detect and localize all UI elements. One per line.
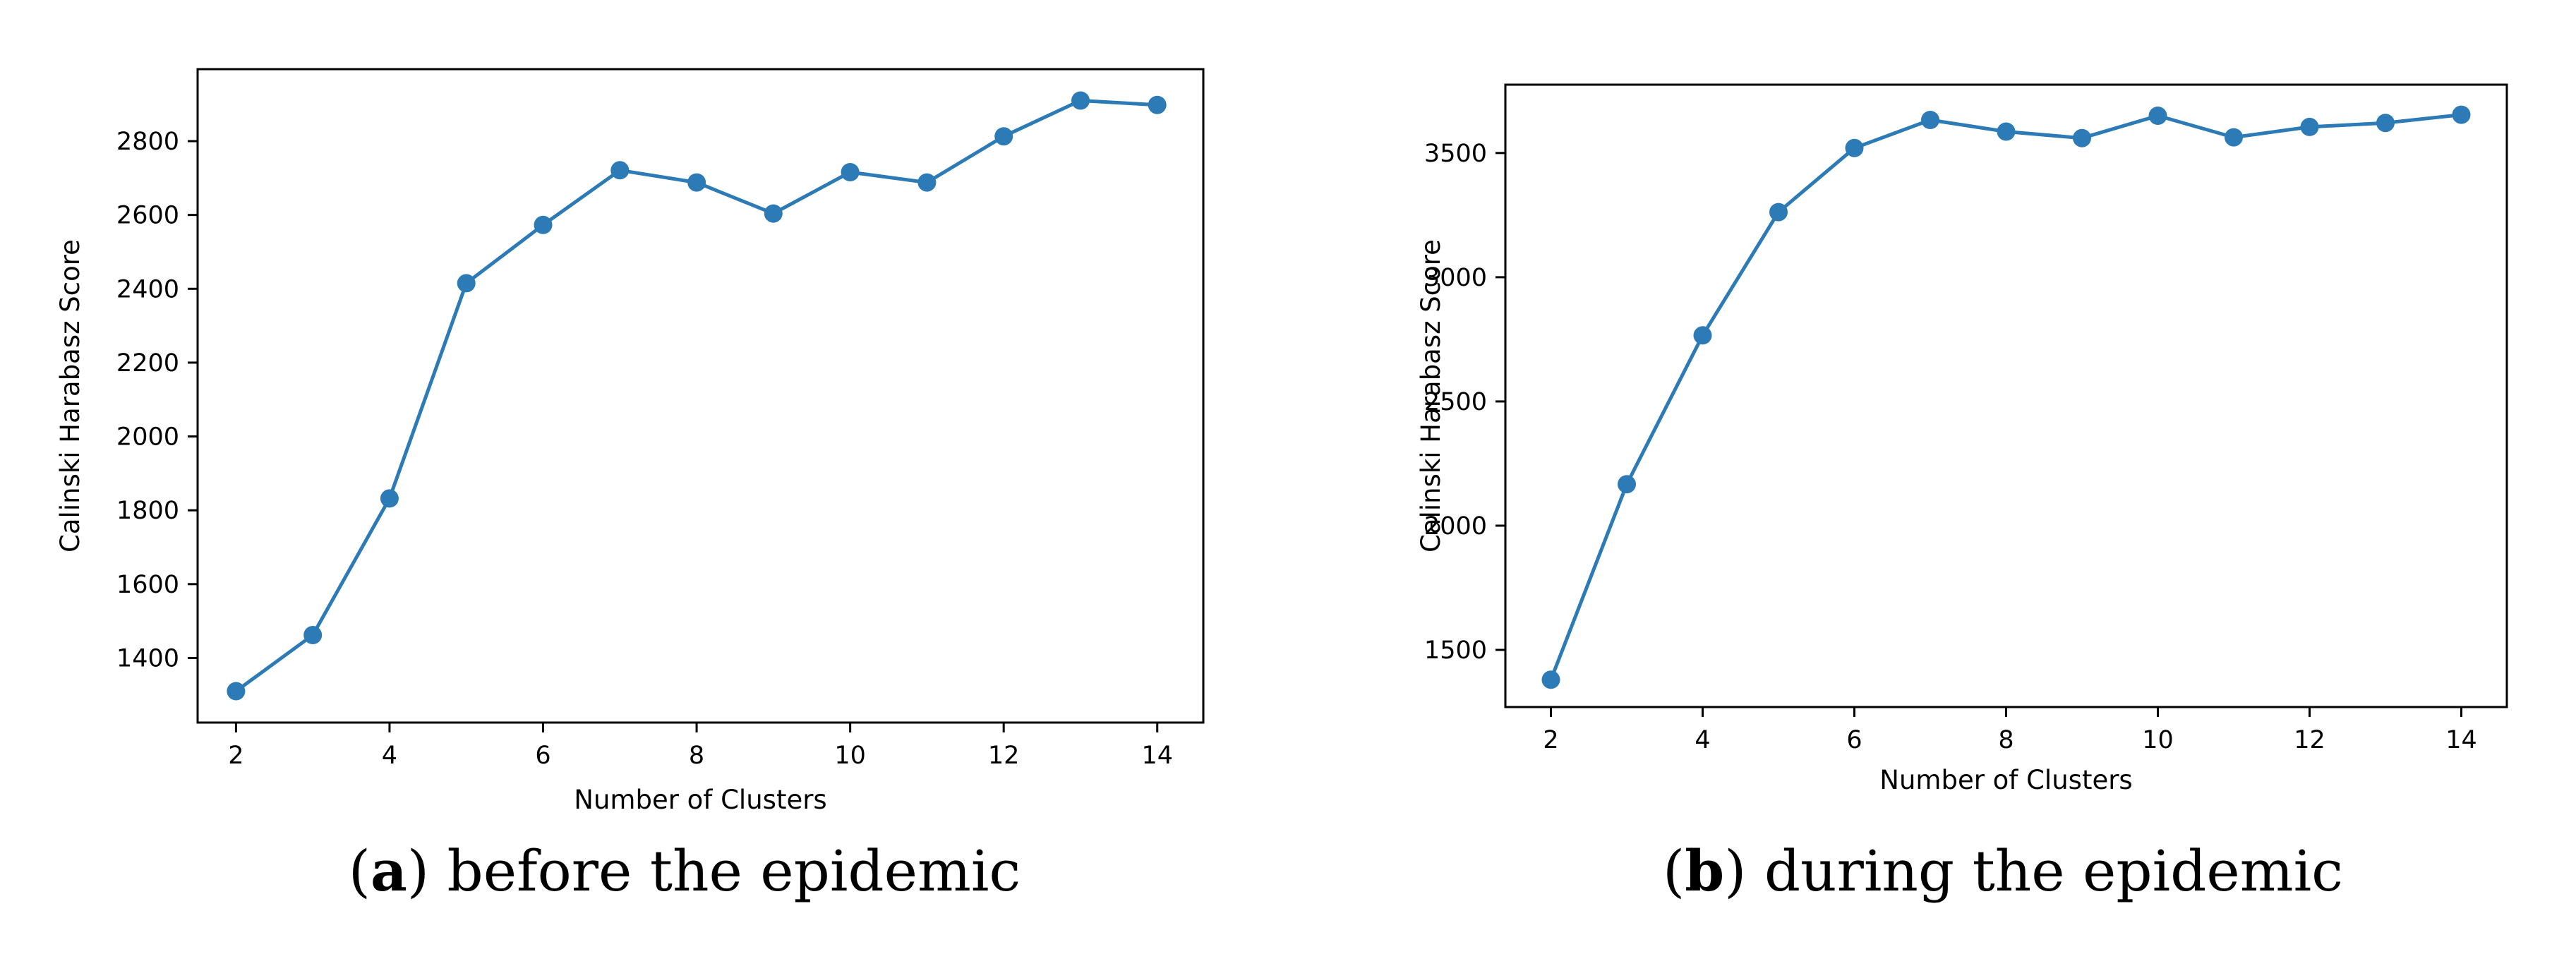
caption-a-open: ( — [349, 838, 371, 904]
data-point — [2376, 114, 2395, 133]
caption-b-close: ) — [1724, 838, 1746, 904]
data-point — [2300, 117, 2319, 136]
data-point — [2225, 128, 2243, 147]
data-point — [841, 163, 860, 181]
x-tick-label: 4 — [1695, 726, 1710, 754]
x-tick-label: 12 — [988, 742, 1020, 770]
chart-panel-b: 2 4 6 8 10 12 14 1500 2000 2500 3000 3500 Number of… — [1416, 83, 2508, 904]
axis-ticks-a: 2 4 6 8 10 12 14 1400 1600 1800 2000 2200 2400 2600 28… — [116, 128, 1173, 770]
y-tick-label: 2200 — [116, 349, 179, 378]
data-point — [380, 489, 399, 508]
x-axis-label-a: Number of Clusters — [574, 785, 826, 815]
y-tick-label: 2800 — [116, 128, 179, 156]
data-point — [1071, 91, 1090, 110]
data-point — [303, 626, 323, 644]
data-point — [994, 127, 1013, 146]
caption-a-letter: a — [371, 838, 407, 904]
y-tick-label: 1600 — [116, 571, 179, 599]
x-tick-label: 2 — [1543, 726, 1558, 754]
data-point — [227, 682, 246, 701]
x-tick-label: 8 — [689, 742, 704, 770]
data-point — [1845, 138, 1864, 157]
data-point — [2073, 128, 2091, 147]
x-tick-label: 14 — [2445, 726, 2477, 754]
series-line-b — [1549, 113, 2462, 681]
x-tick-label: 10 — [2142, 726, 2174, 754]
data-point — [2148, 107, 2167, 125]
x-tick-label: 4 — [382, 742, 397, 770]
y-tick-label: 1800 — [116, 497, 179, 525]
data-point — [917, 173, 937, 192]
x-tick-label: 6 — [1846, 726, 1862, 754]
data-point — [1769, 203, 1788, 222]
series-points-b — [1541, 105, 2471, 689]
y-tick-label: 1500 — [1424, 636, 1487, 665]
data-point — [1997, 122, 2016, 141]
caption-b-letter: b — [1685, 838, 1724, 904]
data-point — [610, 161, 630, 180]
chart-panel-a: 2 4 6 8 10 12 14 1400 1600 1800 2000 2200 2400 2600 28… — [55, 68, 1205, 904]
y-tick-label: 2000 — [116, 423, 179, 452]
y-tick-label: 3500 — [1424, 140, 1487, 168]
caption-a-text: before the epidemic — [429, 838, 1021, 904]
caption-a-close: ) — [407, 838, 429, 904]
x-tick-label: 6 — [535, 742, 550, 770]
x-tick-label: 12 — [2294, 726, 2325, 754]
y-tick-label: 2600 — [116, 202, 179, 230]
data-point — [1921, 111, 1939, 129]
y-tick-label: 3000 — [1424, 264, 1487, 292]
data-point — [764, 204, 783, 223]
y-tick-label: 2000 — [1424, 512, 1487, 541]
y-tick-label: 1400 — [116, 644, 179, 672]
data-point — [687, 173, 706, 192]
axis-ticks-b: 2 4 6 8 10 12 14 1500 2000 2500 3000 3500 — [1424, 140, 2477, 754]
x-tick-label: 8 — [1998, 726, 2014, 754]
plot-frame-a — [196, 68, 1205, 724]
data-point — [1541, 670, 1560, 689]
data-point — [457, 274, 476, 293]
data-point — [1618, 475, 1636, 494]
caption-a: (a) before the epidemic — [349, 838, 1021, 904]
caption-b: (b) during the epidemic — [1663, 838, 2343, 904]
caption-b-text: during the epidemic — [1746, 838, 2343, 904]
series-points-a — [227, 91, 1167, 701]
data-point — [1148, 95, 1167, 114]
data-point — [2452, 105, 2471, 124]
y-tick-label: 2500 — [1424, 388, 1487, 416]
x-axis-label-b: Number of Clusters — [1879, 765, 2132, 795]
y-tick-label: 2400 — [116, 275, 179, 303]
x-tick-label: 14 — [1141, 742, 1173, 770]
x-tick-label: 10 — [834, 742, 866, 770]
y-axis-label-a: Calinski Harabasz Score — [55, 239, 85, 553]
data-point — [534, 215, 553, 234]
caption-b-open: ( — [1663, 838, 1685, 904]
data-point — [1693, 326, 1712, 345]
x-tick-label: 2 — [228, 742, 243, 770]
plot-frame-b — [1504, 83, 2508, 708]
y-axis-label-b: Calinski Harabasz Score — [1416, 239, 1446, 553]
